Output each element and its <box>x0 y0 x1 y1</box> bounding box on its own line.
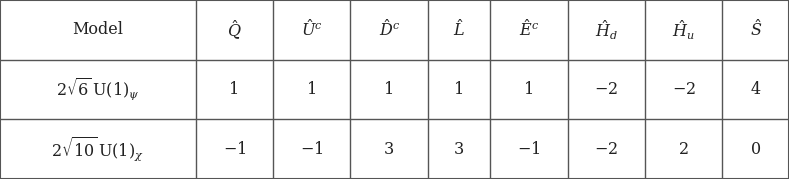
Text: 1: 1 <box>307 81 317 98</box>
Text: $-2$: $-2$ <box>594 141 618 158</box>
Text: 1: 1 <box>454 81 464 98</box>
Text: 1: 1 <box>524 81 534 98</box>
Text: $2\sqrt{6}\,\mathrm{U(1)}_{\psi}$: $2\sqrt{6}\,\mathrm{U(1)}_{\psi}$ <box>56 77 140 102</box>
Text: $\hat{Q}$: $\hat{Q}$ <box>227 18 241 42</box>
Text: 4: 4 <box>750 81 761 98</box>
Text: $-2$: $-2$ <box>671 81 696 98</box>
Text: $-2$: $-2$ <box>594 81 618 98</box>
Text: $\hat{E}^c$: $\hat{E}^c$ <box>518 19 539 40</box>
Text: 3: 3 <box>454 141 464 158</box>
Text: $\hat{D}^c$: $\hat{D}^c$ <box>379 19 400 40</box>
Text: $\hat{H}_d$: $\hat{H}_d$ <box>595 18 618 42</box>
Text: $-1$: $-1$ <box>222 141 246 158</box>
Text: $\hat{U}^c$: $\hat{U}^c$ <box>301 19 323 40</box>
Text: $2\sqrt{10}\,\mathrm{U(1)}_{\chi}$: $2\sqrt{10}\,\mathrm{U(1)}_{\chi}$ <box>51 135 144 163</box>
Text: 2: 2 <box>679 141 689 158</box>
Text: $-1$: $-1$ <box>517 141 540 158</box>
Text: 3: 3 <box>384 141 394 158</box>
Text: Model: Model <box>73 21 123 38</box>
Text: 1: 1 <box>230 81 240 98</box>
Text: 0: 0 <box>750 141 761 158</box>
Text: $\hat{H}_u$: $\hat{H}_u$ <box>672 18 695 42</box>
Text: $\hat{L}$: $\hat{L}$ <box>453 19 465 40</box>
Text: 1: 1 <box>384 81 394 98</box>
Text: $\hat{S}$: $\hat{S}$ <box>750 19 761 40</box>
Text: $-1$: $-1$ <box>300 141 323 158</box>
